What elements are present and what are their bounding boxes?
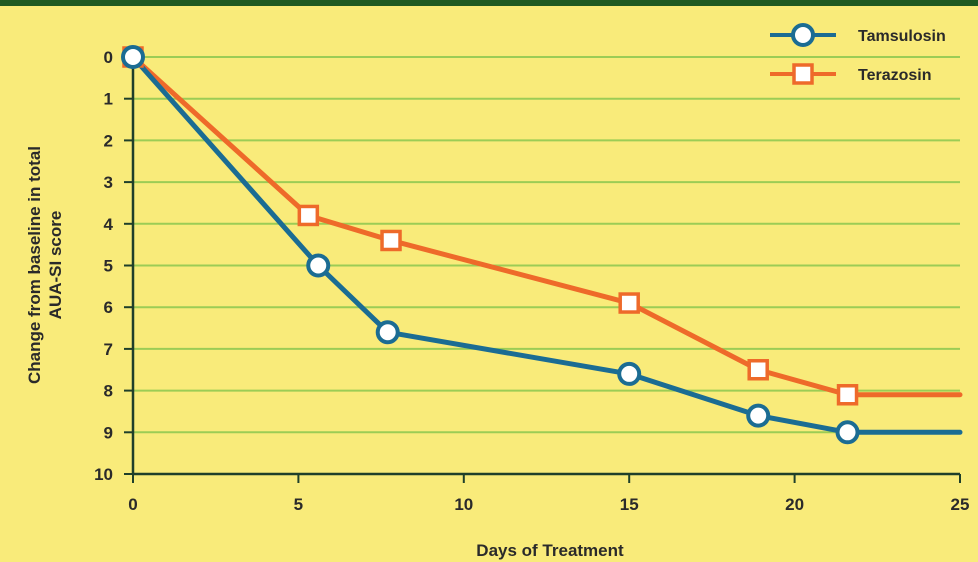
x-axis-title: Days of Treatment bbox=[476, 541, 624, 560]
x-tick-label: 10 bbox=[454, 495, 473, 514]
top-band bbox=[0, 0, 978, 6]
series-line-tamsulosin bbox=[130, 54, 963, 435]
series-line-terazosin bbox=[130, 54, 963, 398]
y-axis-title: Change from baseline in total AUA-SI sco… bbox=[25, 146, 65, 384]
y-tick-label: 6 bbox=[104, 298, 113, 317]
x-tick-label: 0 bbox=[128, 495, 137, 514]
y-tick-label: 10 bbox=[94, 465, 113, 484]
axis-layer: 0 1 2 3 4 5 6 7 8 9 10 0 5 10 15 20 25 bbox=[94, 48, 969, 514]
y-tick-label: 4 bbox=[104, 215, 114, 234]
x-tick-label: 25 bbox=[951, 495, 970, 514]
y-tick-label: 1 bbox=[104, 90, 113, 109]
y-tick-label: 2 bbox=[104, 131, 113, 150]
series-layer bbox=[121, 45, 963, 445]
legend-marker-square bbox=[792, 63, 814, 85]
data-point-tamsulosin bbox=[121, 45, 145, 69]
y-tick-label: 0 bbox=[104, 48, 113, 67]
data-point-tamsulosin bbox=[617, 361, 642, 386]
y-axis-title-line-2: AUA-SI score bbox=[46, 211, 65, 320]
data-point-terazosin bbox=[747, 359, 769, 381]
y-tick-label: 9 bbox=[104, 423, 113, 442]
legend-label: Terazosin bbox=[858, 67, 932, 84]
data-point-terazosin bbox=[836, 384, 859, 406]
legend: Tamsulosin Terazosin bbox=[770, 23, 946, 85]
legend-marker-circle bbox=[791, 23, 815, 47]
data-point-tamsulosin bbox=[375, 320, 400, 345]
x-tick-label: 20 bbox=[785, 495, 804, 514]
y-tick-label: 5 bbox=[104, 257, 113, 276]
data-point-terazosin bbox=[380, 229, 402, 252]
data-point-tamsulosin bbox=[835, 420, 860, 445]
y-tick-label: 3 bbox=[104, 173, 113, 192]
data-point-tamsulosin bbox=[306, 253, 331, 278]
data-point-tamsulosin bbox=[746, 403, 771, 428]
legend-item-tamsulosin: Tamsulosin bbox=[770, 23, 946, 47]
y-axis-title-line-1: Change from baseline in total bbox=[25, 146, 44, 384]
y-tick-label: 8 bbox=[104, 382, 113, 401]
x-tick-label: 5 bbox=[294, 495, 303, 514]
x-tick-label: 15 bbox=[620, 495, 639, 514]
data-point-terazosin bbox=[297, 204, 320, 227]
grid-layer bbox=[133, 56, 960, 434]
data-point-terazosin bbox=[618, 292, 640, 314]
y-tick-label: 7 bbox=[104, 340, 113, 359]
legend-label: Tamsulosin bbox=[858, 28, 946, 45]
legend-item-terazosin: Terazosin bbox=[770, 63, 932, 85]
